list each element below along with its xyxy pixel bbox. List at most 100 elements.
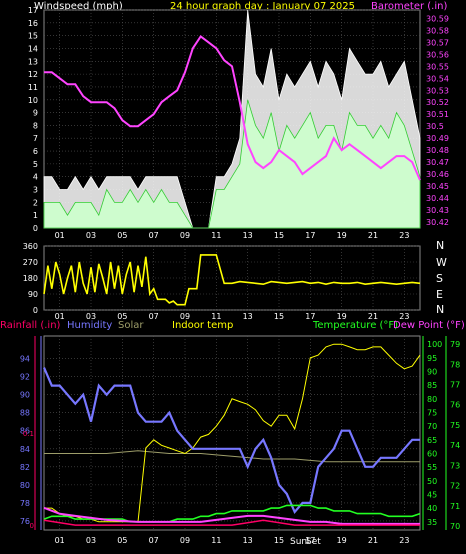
- temp-x-tick-label: 19: [337, 536, 347, 545]
- wind-y-tick-label: 17: [28, 6, 38, 15]
- rainfall-axis-label: Rainfall (.in): [0, 320, 61, 331]
- temp-x-tick-label: 09: [180, 536, 190, 545]
- direction-x-tick-label: 09: [180, 312, 190, 321]
- direction-x-tick-label: 17: [305, 312, 315, 321]
- wind-y-tick-label: 0: [33, 224, 38, 233]
- temperature-y-tick-label: 40: [427, 504, 437, 513]
- temperature-y-tick-label: 95: [427, 354, 437, 363]
- barometer-line: [44, 34, 421, 181]
- wind-direction-line: [43, 254, 421, 306]
- direction-y-tick-label: 90: [28, 290, 38, 299]
- direction-x-tick-label: 01: [55, 312, 65, 321]
- temperature-y-tick-label: 45: [427, 490, 437, 499]
- baro-y-tick-label: 30.54: [426, 74, 449, 83]
- temperature-y-tick-label: 55: [427, 463, 437, 472]
- solar-legend: Solar: [118, 320, 144, 331]
- wind-y-tick-label: 3: [33, 186, 38, 195]
- solar-line: [44, 450, 420, 463]
- windspeed-area: [43, 99, 421, 229]
- wind-x-tick-label: 17: [305, 231, 315, 240]
- wind-y-tick-label: 2: [33, 198, 38, 207]
- baro-y-tick-label: 30.45: [426, 182, 449, 191]
- dewpoint-y-tick-label: 73: [450, 461, 460, 470]
- wind-y-tick-label: 14: [28, 44, 38, 53]
- compass-w: W: [436, 256, 447, 269]
- direction-x-tick-label: 07: [149, 312, 159, 321]
- baro-y-tick-label: 30.53: [426, 86, 449, 95]
- compass-e: E: [436, 288, 443, 301]
- temp-x-tick-label: 01: [55, 536, 65, 545]
- wind-y-tick-label: 15: [28, 32, 38, 41]
- humidity-y-tick-label: 90: [20, 391, 30, 400]
- temperature-axis-label: Temperature (°F): [313, 320, 399, 331]
- wind-x-tick-label: 13: [243, 231, 253, 240]
- rainfall-line: [43, 519, 420, 526]
- dewpoint-y-tick-label: 77: [450, 381, 460, 390]
- baro-y-tick-label: 30.44: [426, 194, 449, 203]
- dewpoint-y-tick-label: 72: [450, 482, 460, 491]
- wind-x-tick-label: 11: [211, 231, 221, 240]
- baro-y-tick-label: 30.57: [426, 38, 449, 47]
- dewpoint-y-tick-label: 70: [450, 522, 460, 531]
- rain-y-tick-label: 0: [30, 522, 34, 530]
- wind-y-tick-label: 7: [33, 134, 38, 143]
- humidity-legend: Humidity: [67, 320, 113, 331]
- wind-x-tick-label: 15: [274, 231, 284, 240]
- wind-y-tick-label: 9: [33, 109, 38, 118]
- humidity-y-tick-label: 94: [20, 355, 30, 364]
- temp-x-tick-label: 21: [368, 536, 378, 545]
- dewpoint-axis-label: Dew Point (°F): [393, 320, 465, 331]
- humidity-y-tick-label: 92: [20, 373, 30, 382]
- wind-x-tick-label: 05: [117, 231, 127, 240]
- temperature-y-tick-label: 85: [427, 381, 437, 390]
- barometer-axis-label: Barometer (.in): [371, 1, 448, 12]
- dewpoint-line: [43, 506, 420, 525]
- sunrise-label: Sun: [290, 537, 308, 547]
- temperature-y-tick-label: 75: [427, 409, 437, 418]
- humidity-y-tick-label: 80: [20, 481, 30, 490]
- direction-panel-frame: [43, 245, 421, 311]
- direction-y-tick-label: 360: [23, 242, 38, 251]
- direction-x-tick-label: 19: [337, 312, 347, 321]
- baro-y-tick-label: 30.59: [426, 14, 449, 23]
- temperature-y-tick-label: 35: [427, 518, 437, 527]
- wind-x-tick-label: 03: [86, 231, 96, 240]
- humidity-line: [42, 367, 420, 515]
- wind-x-tick-label: 19: [337, 231, 347, 240]
- humidity-y-tick-label: 86: [20, 427, 30, 436]
- wind-x-tick-label: 07: [149, 231, 159, 240]
- temperature-y-tick-label: 50: [427, 477, 437, 486]
- baro-y-tick-label: 30.58: [426, 26, 449, 35]
- direction-x-tick-label: 05: [117, 312, 127, 321]
- temp-x-tick-label: 11: [211, 536, 221, 545]
- direction-x-tick-label: 21: [368, 312, 378, 321]
- wind-y-tick-label: 4: [33, 173, 38, 182]
- baro-y-tick-label: 30.48: [426, 146, 449, 155]
- baro-y-tick-label: 30.42: [426, 218, 449, 227]
- wind-y-tick-label: 12: [28, 70, 38, 79]
- temp-x-tick-label: 05: [117, 536, 127, 545]
- wind-y-tick-label: 1: [33, 211, 38, 220]
- compass-s: S: [436, 272, 443, 285]
- humidity-y-tick-label: 88: [20, 409, 30, 418]
- baro-y-tick-label: 30.43: [426, 206, 449, 215]
- dewpoint-y-tick-label: 74: [450, 441, 460, 450]
- temperature-y-tick-label: 70: [427, 422, 437, 431]
- direction-x-tick-label: 23: [399, 312, 409, 321]
- direction-y-tick-label: 270: [23, 258, 38, 267]
- direction-y-tick-label: 180: [23, 274, 38, 283]
- wind-y-tick-label: 6: [33, 147, 38, 156]
- direction-x-tick-label: 15: [274, 312, 284, 321]
- baro-y-tick-label: 30.52: [426, 98, 449, 107]
- chart-title: 24 hour graph day : January 07 2025: [170, 1, 355, 12]
- wind-x-tick-label: 09: [180, 231, 190, 240]
- wind-y-tick-label: 8: [33, 121, 38, 130]
- temperature-y-tick-label: 80: [427, 395, 437, 404]
- wind-x-tick-label: 23: [399, 231, 409, 240]
- baro-y-tick-label: 30.56: [426, 50, 449, 59]
- wind-y-tick-label: 10: [28, 96, 38, 105]
- baro-y-tick-label: 30.55: [426, 62, 449, 71]
- temperature-y-tick-label: 60: [427, 449, 437, 458]
- dewpoint-y-tick-label: 75: [450, 421, 460, 430]
